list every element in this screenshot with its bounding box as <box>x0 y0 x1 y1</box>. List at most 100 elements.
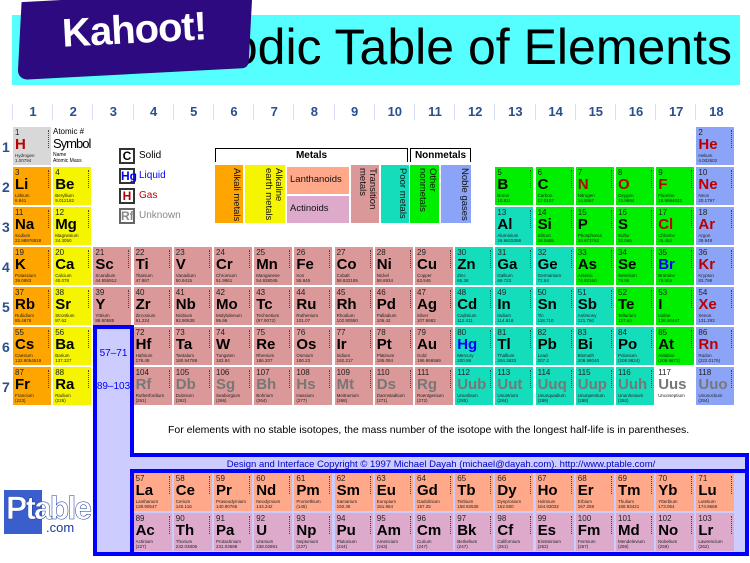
element-xenon[interactable]: 54 Xe Xenon 131.293 <box>696 287 735 325</box>
element-samarium[interactable]: 62 Sm Samarium 150.36 <box>334 473 373 511</box>
element-lithium[interactable]: 3 Li Lithium 6.941 <box>13 167 51 205</box>
element-iron[interactable]: 26 Fe Iron 55.845 <box>294 247 333 285</box>
element-iodine[interactable]: 53 I Iodine 126.90447 <box>656 287 695 325</box>
element-molybdenum[interactable]: 42 Mo Molybdenum 95.96 <box>214 287 252 325</box>
element-indium[interactable]: 49 In Indium 114.818 <box>495 287 534 325</box>
element-nobelium[interactable]: 102 No Nobelium (259) <box>656 513 695 551</box>
element-caesium[interactable]: 55 Cs Caesium 132.9054519 <box>13 327 51 365</box>
element-hassium[interactable]: 108 Hs Hassium (277) <box>294 367 333 405</box>
element-rhenium[interactable]: 75 Re Rhenium 186.207 <box>254 327 293 365</box>
element-phosphorus[interactable]: 15 P Phosphorus 30.973762 <box>575 207 614 245</box>
element-dubnium[interactable]: 105 Db Dubnium (262) <box>173 367 212 405</box>
element-platinum[interactable]: 78 Pt Platinum 195.084 <box>374 327 413 365</box>
element-rubidium[interactable]: 37 Rb Rubidium 85.4678 <box>13 287 51 325</box>
element-gallium[interactable]: 31 Ga Gallium 69.723 <box>495 247 534 285</box>
element-chromium[interactable]: 24 Cr Chromium 51.9961 <box>214 247 252 285</box>
element-californium[interactable]: 98 Cf Californium (251) <box>495 513 534 551</box>
element-tellurium[interactable]: 52 Te Tellurium 127.60 <box>616 287 654 325</box>
element-thorium[interactable]: 90 Th Thorium 232.03806 <box>173 513 212 551</box>
element-tin[interactable]: 50 Sn Tin 118.710 <box>535 287 574 325</box>
element-zirconium[interactable]: 40 Zr Zirconium 91.224 <box>133 287 172 325</box>
element-radium[interactable]: 88 Ra Radium (226) <box>53 367 92 405</box>
element-cadmium[interactable]: 48 Cd Cadmium 112.411 <box>455 287 494 325</box>
element-barium[interactable]: 56 Ba Barium 137.327 <box>53 327 92 365</box>
actinide-placeholder[interactable]: 89–103 <box>96 381 131 392</box>
element-beryllium[interactable]: 4 Be Beryllium 9.012182 <box>53 167 92 205</box>
element-calcium[interactable]: 20 Ca Calcium 40.078 <box>53 247 92 285</box>
element-meitnerium[interactable]: 109 Mt Meitnerium (268) <box>334 367 373 405</box>
element-fluorine[interactable]: 9 F Fluorine 18.9984032 <box>656 167 695 205</box>
element-mercury[interactable]: 80 Hg Mercury 200.59 <box>455 327 494 365</box>
element-dysprosium[interactable]: 66 Dy Dysprosium 162.500 <box>495 473 534 511</box>
element-radon[interactable]: 86 Rn Radon (222.0176) <box>696 327 735 365</box>
legend-alkali[interactable]: Alkali metals <box>215 165 243 223</box>
element-technetium[interactable]: 43 Tc Technetium (97.9072) <box>254 287 293 325</box>
element-silicon[interactable]: 14 Si Silicon 28.0855 <box>535 207 574 245</box>
element-titanium[interactable]: 22 Ti Titanium 47.867 <box>133 247 172 285</box>
element-ruthenium[interactable]: 44 Ru Ruthenium 101.07 <box>294 287 333 325</box>
element-carbon[interactable]: 6 C Carbon 12.0107 <box>535 167 574 205</box>
element-copper[interactable]: 29 Cu Copper 63.546 <box>415 247 453 285</box>
element-neodymium[interactable]: 60 Nd Neodymium 144.242 <box>254 473 293 511</box>
element-strontium[interactable]: 38 Sr Strontium 87.62 <box>53 287 92 325</box>
element-argon[interactable]: 18 Ar Argon 39.948 <box>696 207 735 245</box>
element-manganese[interactable]: 25 Mn Manganese 54.938045 <box>254 247 293 285</box>
element-aluminium[interactable]: 13 Al Aluminium 26.9815386 <box>495 207 534 245</box>
element-gadolinium[interactable]: 64 Gd Gadolinium 157.25 <box>415 473 453 511</box>
element-roentgenium[interactable]: 111 Rg Roentgenium (272) <box>415 367 453 405</box>
element-polonium[interactable]: 84 Po Polonium (208.9824) <box>616 327 654 365</box>
element-nickel[interactable]: 28 Ni Nickel 58.6934 <box>374 247 413 285</box>
element-lead[interactable]: 82 Pb Lead 207.2 <box>535 327 574 365</box>
element-actinium[interactable]: 89 Ac Actinium (227) <box>133 513 172 551</box>
element-erbium[interactable]: 68 Er Erbium 167.259 <box>575 473 614 511</box>
legend-trans[interactable]: Transition metals <box>351 165 379 223</box>
element-francium[interactable]: 87 Fr Francium (223) <box>13 367 51 405</box>
element-praseodymium[interactable]: 59 Pr Praseodymium 140.90765 <box>214 473 252 511</box>
element-vanadium[interactable]: 23 V Vanadium 50.9415 <box>173 247 212 285</box>
element-thallium[interactable]: 81 Tl Thallium 204.3833 <box>495 327 534 365</box>
element-oxygen[interactable]: 8 O Oxygen 15.9994 <box>616 167 654 205</box>
copyright-link[interactable]: Design and Interface Copyright © 1997 Mi… <box>226 459 656 470</box>
element-lanthanum[interactable]: 57 La Lanthanum 138.90547 <box>133 473 172 511</box>
element-holmium[interactable]: 67 Ho Holmium 164.93032 <box>535 473 574 511</box>
element-potassium[interactable]: 19 K Potassium 39.0983 <box>13 247 51 285</box>
element-ununseptium[interactable]: 117 Uus Ununseptium <box>656 367 695 405</box>
element-terbium[interactable]: 65 Tb Terbium 158.92535 <box>455 473 494 511</box>
element-rutherfordium[interactable]: 104 Rf Rutherfordium (261) <box>133 367 172 405</box>
legend-poor[interactable]: Poor metals <box>381 165 409 223</box>
element-osmium[interactable]: 76 Os Osmium 190.23 <box>294 327 333 365</box>
element-berkelium[interactable]: 97 Bk Berkelium (247) <box>455 513 494 551</box>
element-tantalum[interactable]: 73 Ta Tantalum 180.94788 <box>173 327 212 365</box>
element-ununpentium[interactable]: 115 Uup Ununpentium (288) <box>575 367 614 405</box>
ptable-logo[interactable]: Ptable .com <box>4 490 92 535</box>
element-hafnium[interactable]: 72 Hf Hafnium 178.49 <box>133 327 172 365</box>
element-fermium[interactable]: 100 Fm Fermium (257) <box>575 513 614 551</box>
element-nitrogen[interactable]: 7 N Nitrogen 14.0067 <box>575 167 614 205</box>
element-cerium[interactable]: 58 Ce Cerium 140.116 <box>173 473 212 511</box>
element-yttrium[interactable]: 39 Y Yttrium 88.90585 <box>93 287 132 325</box>
element-uranium[interactable]: 92 U Uranium 238.02891 <box>254 513 293 551</box>
lanthanide-placeholder[interactable]: 57–71 <box>99 348 128 359</box>
element-chlorine[interactable]: 17 Cl Chlorine 35.453 <box>656 207 695 245</box>
element-ununquadium[interactable]: 114 Uuq Ununquadium (289) <box>535 367 574 405</box>
element-ytterbium[interactable]: 70 Yb Ytterbium 173.054 <box>656 473 695 511</box>
element-niobium[interactable]: 41 Nb Niobium 92.90638 <box>173 287 212 325</box>
legend-actin[interactable]: Actinoids <box>287 196 349 223</box>
element-zinc[interactable]: 30 Zn Zinc 65.38 <box>455 247 494 285</box>
element-lutetium[interactable]: 71 Lu Lutetium 174.9668 <box>696 473 735 511</box>
element-ununoctium[interactable]: 118 Uuo Ununoctium (294) <box>696 367 735 405</box>
element-germanium[interactable]: 32 Ge Germanium 72.64 <box>535 247 574 285</box>
element-astatine[interactable]: 85 At Astatine (209.9871) <box>656 327 695 365</box>
element-arsenic[interactable]: 33 As Arsenic 74.92160 <box>575 247 614 285</box>
element-scandium[interactable]: 21 Sc Scandium 44.955912 <box>93 247 132 285</box>
element-ununtrium[interactable]: 113 Uut Ununtrium (284) <box>495 367 534 405</box>
element-americium[interactable]: 95 Am Americium (243) <box>374 513 413 551</box>
legend-lanth[interactable]: Lanthanoids <box>287 167 349 194</box>
element-iridium[interactable]: 77 Ir Iridium 192.217 <box>334 327 373 365</box>
element-plutonium[interactable]: 94 Pu Plutonium (244) <box>334 513 373 551</box>
element-cobalt[interactable]: 27 Co Cobalt 58.933195 <box>334 247 373 285</box>
element-sulfur[interactable]: 16 S Sulfur 32.065 <box>616 207 654 245</box>
element-sodium[interactable]: 11 Na Sodium 22.98976928 <box>13 207 51 245</box>
legend-noble[interactable]: Noble gases <box>441 165 471 223</box>
element-rhodium[interactable]: 45 Rh Rhodium 102.90550 <box>334 287 373 325</box>
